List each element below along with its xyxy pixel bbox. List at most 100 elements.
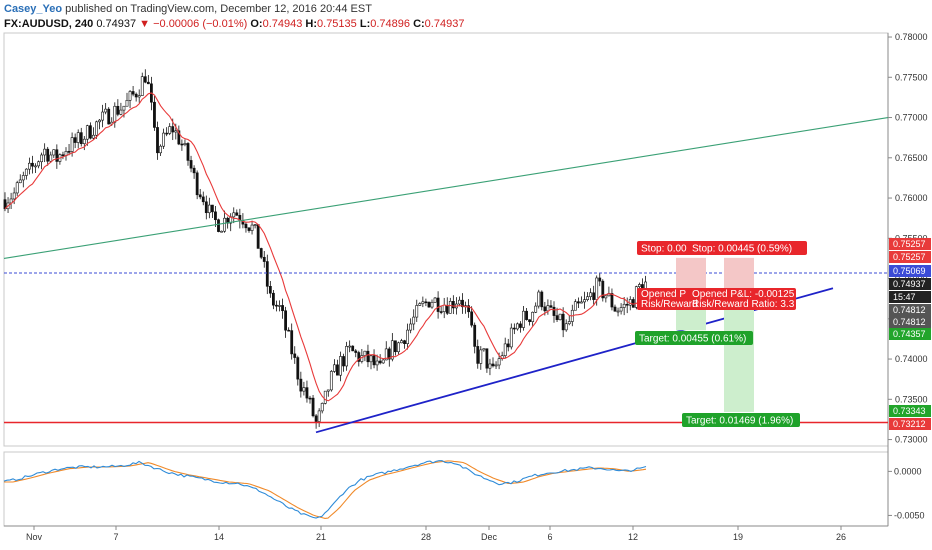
time-tick-label: 21 [316,532,326,542]
candle [400,340,403,344]
candle [534,305,538,313]
candle [70,137,74,152]
candle [122,105,126,111]
candle [12,192,16,200]
candle [268,286,272,294]
candle [119,109,123,115]
candle [424,301,428,304]
oscillator-main-line [3,460,647,519]
candle [98,119,101,123]
time-tick-label: 12 [628,532,638,542]
candle [326,389,330,392]
time-tick-label: 19 [733,532,743,542]
candle [622,303,626,308]
candle [625,303,629,306]
candle [168,126,172,134]
candle [512,327,516,330]
candle [336,364,339,376]
candle [101,111,105,121]
candle [204,201,208,214]
candle [561,313,565,331]
candle [220,230,223,233]
candle [82,138,86,144]
target-label-box [635,331,753,345]
candle [363,350,367,356]
candle [378,360,382,364]
time-tick-label: 26 [836,532,846,542]
candle [201,196,205,203]
price-tag-label: 0.75257 [893,252,926,262]
candle [189,160,193,169]
price-tag [889,304,931,316]
candle [134,93,138,98]
candle [73,137,77,143]
candle [79,132,83,144]
candle [525,310,528,320]
candle [18,179,22,184]
price-tag-label: 0.75257 [893,239,926,249]
candle [195,172,199,196]
risk-reward-text: Risk/Reward Ratio: 3.3 [692,299,795,310]
price-tag-label: 0.74812 [893,305,926,315]
candle [214,211,217,221]
candle [21,175,25,181]
candle [494,364,498,367]
candle [458,299,461,305]
candle [49,154,53,162]
price-tag [889,328,931,340]
candle [589,292,593,298]
candle [159,145,162,154]
price-tick-label: 0.76500 [895,153,928,163]
candle [314,415,318,422]
candle [601,280,605,299]
price-tick-label: 0.73000 [895,435,928,445]
candle [604,295,608,299]
candle [348,345,352,348]
candle [409,323,413,331]
candle [576,301,580,304]
candle [131,91,135,95]
candle [113,105,117,123]
candle [217,219,220,232]
candle [342,356,345,367]
candle [329,371,333,391]
candle [610,293,614,308]
candle [393,340,397,353]
last-price: 0.74937 [96,18,137,30]
author-link[interactable]: Casey_Yeo [4,3,63,15]
moving-average-line [4,92,646,402]
candle [67,151,71,153]
candle [332,364,336,372]
candle [198,194,202,198]
candle [619,307,623,312]
candle [592,292,596,300]
candle [470,311,474,326]
candle [235,212,239,216]
price-tick-label: 0.73500 [895,394,928,404]
candle [85,125,89,140]
risk-reward-text: Risk/Reward [641,299,698,310]
candle [275,304,278,307]
price-tag-label: 0.75069 [893,266,926,276]
price-tick-label: 0.77000 [895,113,928,123]
candle [24,168,28,176]
pnl-label-box [688,288,796,310]
candle [345,346,349,367]
osc-tick-label: 0.0000 [894,466,922,476]
candle [40,154,44,163]
candle [92,134,95,139]
published-text: published on TradingView.com, December 1… [65,3,372,15]
candle [3,199,7,210]
candle [546,305,550,312]
price-tag [889,405,931,417]
candle [177,130,181,145]
stop-label-box [688,241,807,255]
price-tag-label: 0.73212 [893,419,926,429]
candle [223,217,227,232]
close-value: 0.74937 [424,18,465,30]
candle [37,161,40,167]
candle [421,301,425,304]
candle [287,329,291,332]
candle [519,323,522,328]
